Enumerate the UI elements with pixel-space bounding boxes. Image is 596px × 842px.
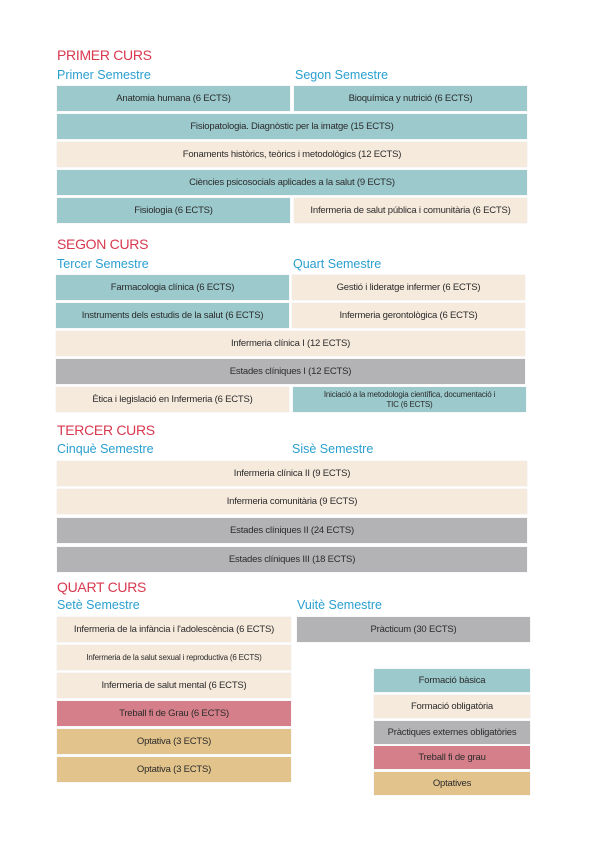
subject: Optativa (3 ECTS) [57,757,291,782]
semester: Quart Semestre [293,257,382,271]
subject: Infermeria clínica I (12 ECTS) [56,331,525,356]
subject: Treball fi de Grau (6 ECTS) [57,701,291,726]
semester: Primer Semestre [57,68,151,82]
semester: Vuitè Semestre [297,598,382,612]
subject: Ètica i legislació en Infermeria (6 ECTS… [56,387,289,412]
subject: Gestió i lideratge infermer (6 ECTS) [292,275,525,300]
subject: Estades clíniques I (12 ECTS) [56,359,525,384]
subject: Infermeria de salut pública i comunitàri… [294,198,527,223]
course-title: QUART CURS [57,579,147,595]
subject: Fisiopatologia. Diagnòstic per la imatge… [57,114,527,139]
subject: Fonaments històrics, teòrics i metodològ… [57,142,527,167]
course-title: SEGON CURS [57,236,149,252]
legend-item: Treball fi de grau [374,746,530,769]
legend-item: Optatives [374,772,530,795]
semester: Cinquè Semestre [57,442,154,456]
legend-item: Formació bàsica [374,669,530,692]
subject: Pràcticum (30 ECTS) [297,617,530,642]
subject: Fisiologia (6 ECTS) [57,198,290,223]
subject: Estades clíniques II (24 ECTS) [57,518,527,543]
subject: Anatomia humana (6 ECTS) [57,86,290,111]
subject: Ciències psicosocials aplicades a la sal… [57,170,527,195]
semester: Segon Semestre [295,68,389,82]
subject: Infermeria de salut mental (6 ECTS) [57,673,291,698]
legend-item: Pràctiques externes obligatòries [374,721,530,744]
subject: Infermeria de la salut sexual i reproduc… [57,645,291,670]
semester: Sisè Semestre [292,442,374,456]
legend-item: Formació obligatòria [374,695,530,718]
semester: Tercer Semestre [57,257,149,271]
subject: Bioquímica y nutrició (6 ECTS) [294,86,527,111]
subject: Optativa (3 ECTS) [57,729,291,754]
subject: Iniciació a la metodologia científica, d… [293,387,526,412]
subject: Infermeria de la infància i l'adolescènc… [57,617,291,642]
course-title: TERCER CURS [57,422,155,438]
subject: Infermeria comunitària (9 ECTS) [57,489,527,514]
subject: Infermeria clínica II (9 ECTS) [57,461,527,486]
subject: Farmacologia clínica (6 ECTS) [56,275,289,300]
semester: Setè Semestre [57,598,140,612]
subject: Infermeria gerontològica (6 ECTS) [292,303,525,328]
subject: Instruments dels estudis de la salut (6 … [56,303,289,328]
course-title: PRIMER CURS [57,47,152,63]
subject: Estades clíniques III (18 ECTS) [57,547,527,572]
